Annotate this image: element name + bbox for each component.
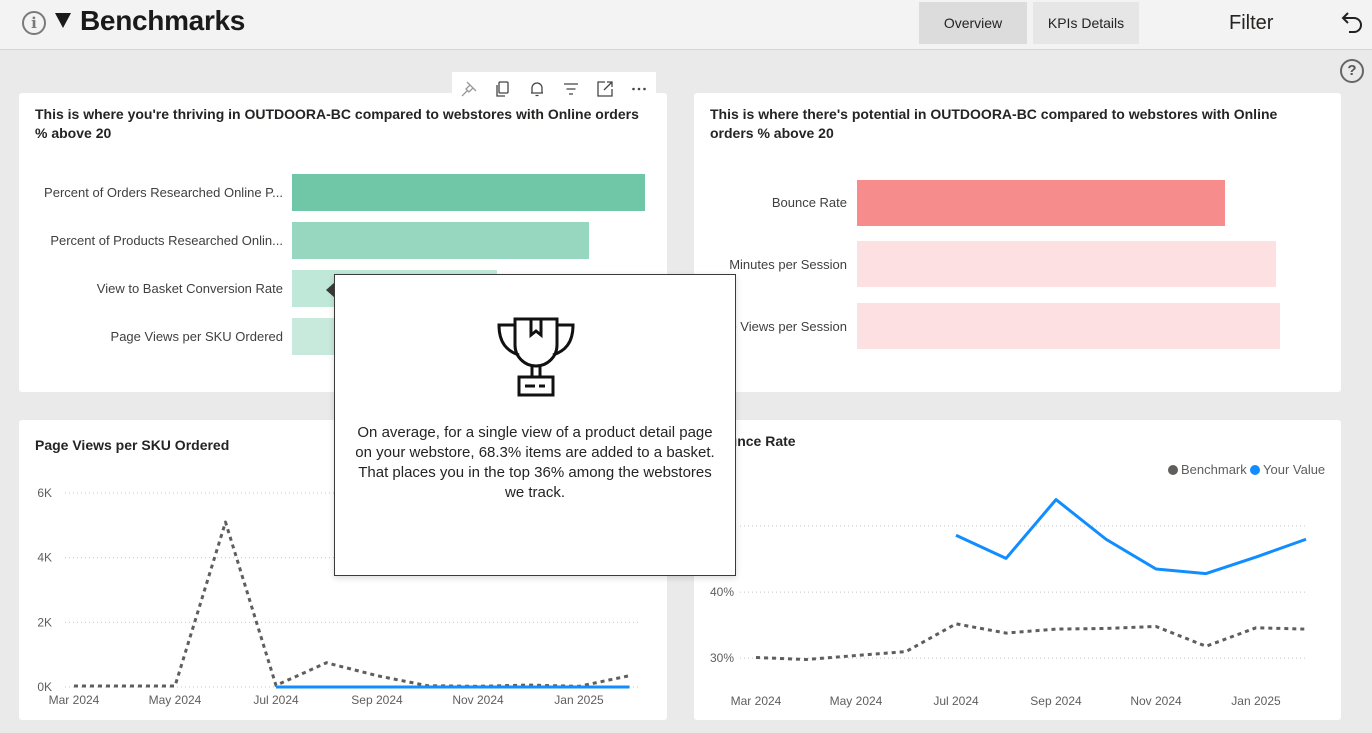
pin-icon (461, 81, 477, 97)
potential-bar-label: Bounce Rate (771, 195, 847, 210)
info-icon[interactable]: i (22, 11, 46, 35)
x-tick-label: Jan 2025 (1231, 694, 1281, 708)
thriving-bar-label: Percent of Products Researched Onlin... (50, 233, 283, 248)
y-tick-label: 0K (37, 680, 52, 694)
x-tick-label: Mar 2024 (731, 694, 782, 708)
thriving-bar[interactable] (292, 222, 589, 259)
thriving-card-title: This is where you're thriving in OUTDOOR… (35, 106, 639, 141)
x-tick-label: May 2024 (149, 693, 202, 707)
filter-lines-icon (564, 83, 578, 95)
x-tick-label: Sep 2024 (1030, 694, 1082, 708)
more-options-button[interactable] (622, 72, 656, 106)
thriving-bar-label: Page Views per SKU Ordered (110, 329, 283, 344)
more-icon (632, 87, 646, 91)
collapse-triangle-icon[interactable] (55, 13, 71, 28)
x-tick-label: Sep 2024 (351, 693, 403, 707)
tab-overview[interactable]: Overview (919, 2, 1027, 44)
potential-bar[interactable] (857, 241, 1276, 287)
x-tick-label: Jul 2024 (933, 694, 979, 708)
tooltip: On average, for a single view of a produ… (334, 274, 736, 576)
page-title: Benchmarks (80, 5, 246, 36)
filter-visual-button[interactable] (554, 72, 588, 106)
expand-icon (597, 81, 613, 97)
legend-marker (1168, 465, 1178, 475)
alert-button[interactable] (520, 72, 554, 106)
legend-label: Benchmark (1181, 462, 1247, 477)
bounce-line-chart: 30% 40% Mar 2024 May 2024 Jul 2024 Sep 2024 No… (710, 462, 1325, 708)
x-tick-label: Nov 2024 (1130, 694, 1182, 708)
your-value-series-line (955, 498, 1307, 576)
tooltip-pointer (326, 282, 335, 298)
potential-bar[interactable] (857, 303, 1280, 349)
top-bar: i Benchmarks Overview KPIs Details Filte… (0, 0, 1372, 50)
copy-button[interactable] (486, 72, 520, 106)
filter-button[interactable]: Filter (1229, 12, 1274, 34)
x-tick-label: Mar 2024 (49, 693, 100, 707)
pageviews-card-title: Page Views per SKU Ordered (35, 437, 230, 453)
tooltip-text: On average, for a single view of a produ… (355, 424, 715, 501)
copy-icon (496, 81, 509, 97)
x-tick-label: Jul 2024 (253, 693, 299, 707)
visual-toolbar (452, 72, 658, 106)
y-tick-label: 2K (37, 615, 52, 629)
x-tick-label: Jan 2025 (554, 693, 604, 707)
potential-bar-label: Page Views per Session (706, 319, 847, 334)
help-icon[interactable]: ? (1340, 59, 1364, 83)
undo-icon[interactable] (1340, 10, 1364, 36)
y-tick-label: 4K (37, 551, 52, 565)
legend-label: Your Value (1263, 462, 1325, 477)
pageviews-line-chart: 0K 2K 4K 6K Mar 2024 May 2024 Jul 2024 Sep 2024… (37, 486, 639, 707)
focus-mode-button[interactable] (588, 72, 622, 106)
trophy-icon (497, 317, 575, 397)
thriving-bar-label: View to Basket Conversion Rate (96, 281, 283, 296)
x-tick-label: May 2024 (830, 694, 883, 708)
potential-card-title: This is where there's potential in OUTDO… (710, 106, 1278, 141)
thriving-bar-label: Percent of Orders Researched Online P... (44, 185, 283, 200)
legend-marker (1250, 465, 1260, 475)
x-tick-label: Nov 2024 (452, 693, 504, 707)
y-tick-label: 30% (710, 651, 734, 665)
potential-bar-label: Minutes per Session (729, 257, 847, 272)
pin-button[interactable] (452, 72, 486, 106)
y-tick-label: 40% (710, 585, 734, 599)
benchmark-series-line (755, 622, 1307, 661)
tab-kpis-details[interactable]: KPIs Details (1033, 2, 1139, 44)
thriving-bar[interactable] (292, 174, 645, 211)
y-tick-label: 6K (37, 486, 52, 500)
potential-bar[interactable] (857, 180, 1225, 226)
bell-icon (531, 82, 543, 97)
